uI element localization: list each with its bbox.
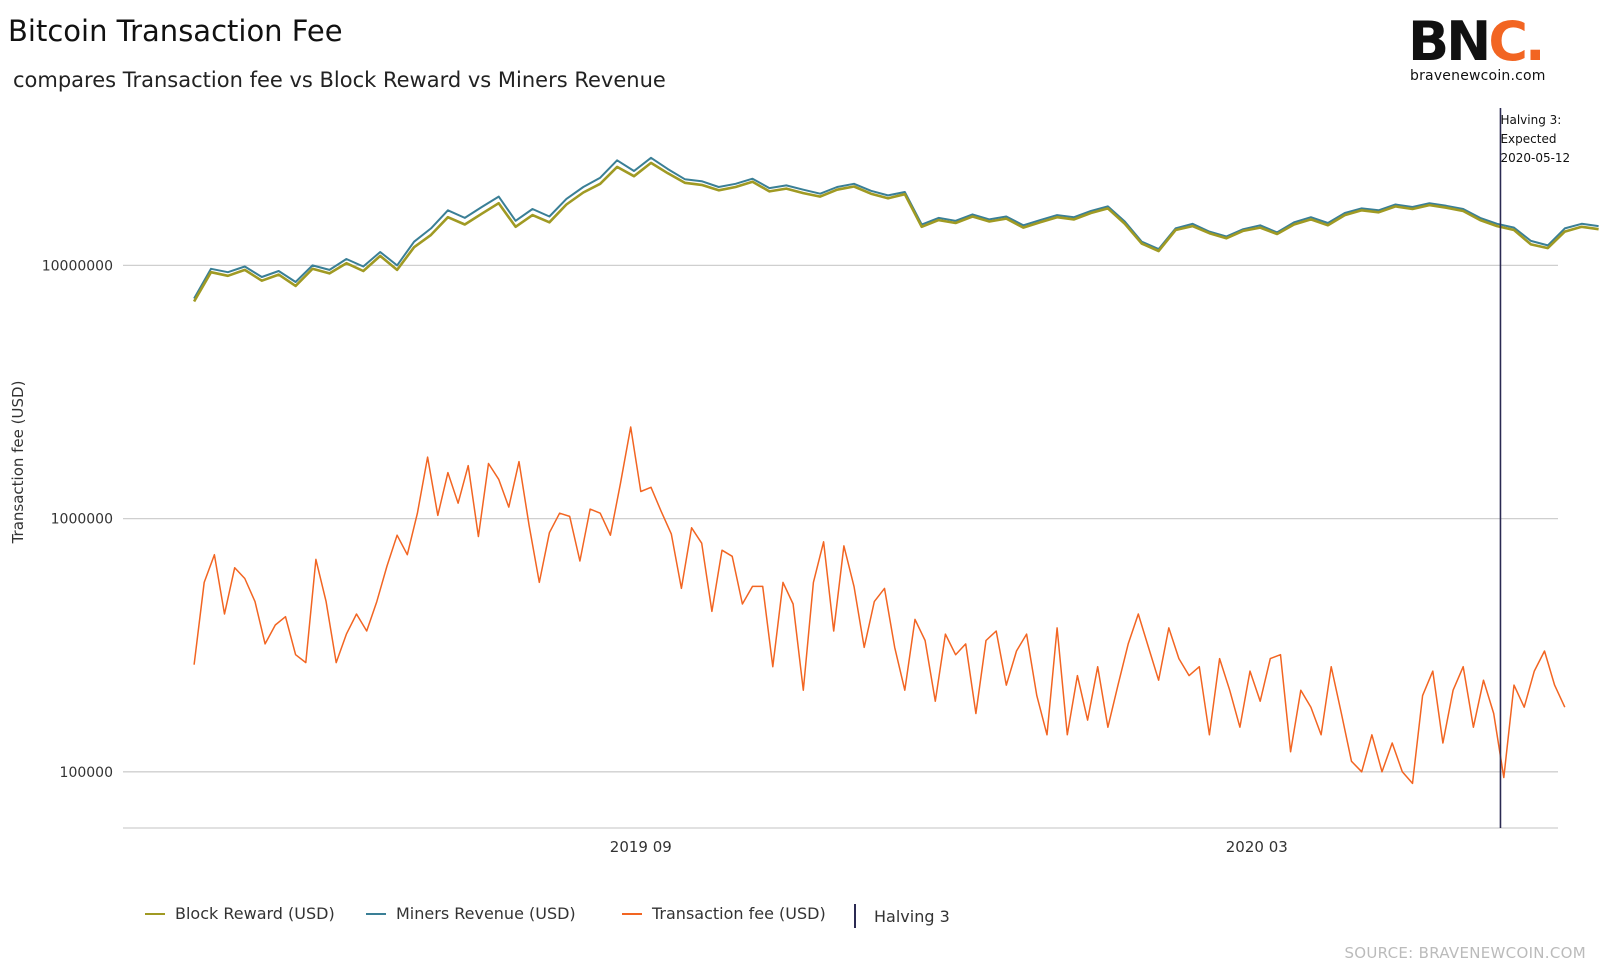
- chart-subtitle: compares Transaction fee vs Block Reward…: [13, 68, 666, 92]
- y-tick-label: 10000000: [42, 258, 113, 274]
- halving-annotation-label: 2020-05-12: [1500, 151, 1570, 165]
- logo-mark-bn: BN: [1408, 10, 1491, 73]
- annotations: Halving 3: Expected 2020-05-12: [1499, 108, 1570, 828]
- legend-label: Miners Revenue (USD): [396, 904, 576, 923]
- series-line-block-reward-usd: [192, 161, 1599, 303]
- y-tick-label: 1000000: [51, 512, 113, 528]
- x-tick-label: 2020 03: [1226, 838, 1288, 856]
- source-credit: SOURCE: BRAVENEWCOIN.COM: [1344, 944, 1586, 962]
- legend-label: Transaction fee (USD): [652, 904, 826, 923]
- halving-annotation-label: Expected: [1500, 132, 1556, 146]
- bnc-logo: BNC. bravenewcoin.com: [1408, 12, 1558, 87]
- legend-label: Block Reward (USD): [175, 904, 335, 923]
- x-tick-label: 2019 09: [610, 838, 672, 856]
- legend-swatch: [145, 912, 165, 915]
- legend-item: Halving 3: [846, 904, 950, 928]
- legend-swatch: [366, 912, 386, 915]
- x-tick-labels: 2019 09 2020 03: [610, 838, 1288, 856]
- y-axis-label: Transaction fee (USD): [9, 381, 27, 545]
- legend-item: Block Reward (USD): [145, 904, 335, 923]
- legend: Block Reward (USD) Miners Revenue (USD) Tr…: [0, 904, 1600, 930]
- logo-mark-c: C.: [1488, 10, 1545, 73]
- legend-swatch: [854, 904, 856, 928]
- halving-annotation-label: Halving 3:: [1500, 113, 1561, 127]
- legend-item: Miners Revenue (USD): [366, 904, 576, 923]
- chart-title: Bitcoin Transaction Fee: [8, 14, 343, 48]
- line-chart: 100000 1000000 10000000 2019 09 2020 03 Tra…: [9, 108, 1599, 856]
- logo-url: bravenewcoin.com: [1410, 68, 1546, 84]
- legend-label: Halving 3: [874, 906, 950, 926]
- series-line-transaction-fee-usd: [193, 426, 1566, 785]
- legend-item: Transaction fee (USD): [622, 904, 826, 923]
- series-lines: [192, 156, 1599, 785]
- y-tick-labels: 100000 1000000 10000000: [42, 258, 113, 780]
- series-line-miners-revenue-usd: [193, 156, 1599, 299]
- legend-swatch: [622, 912, 642, 915]
- logo-mark: BNC.: [1408, 10, 1546, 73]
- grid-lines: [123, 264, 1558, 829]
- y-tick-label: 100000: [60, 765, 113, 781]
